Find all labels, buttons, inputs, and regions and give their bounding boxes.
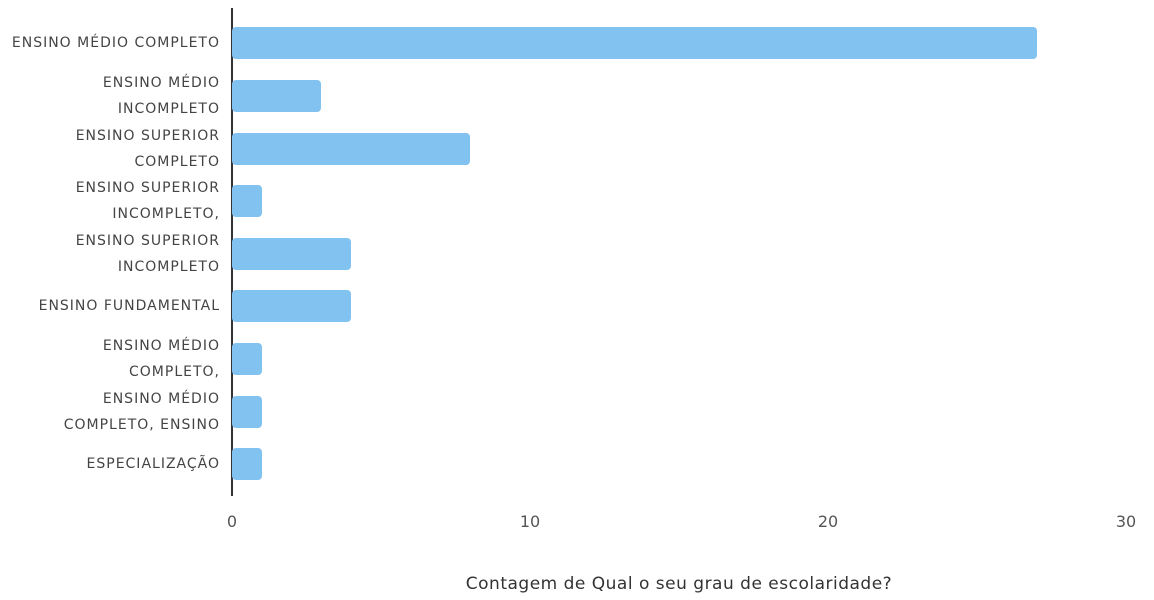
bar	[232, 342, 262, 375]
x-tick-label: 0	[226, 512, 238, 531]
bar	[232, 237, 352, 270]
y-tick-label: ENSINO SUPERIOR INCOMPLETO	[75, 232, 220, 275]
y-tick-label: ENSINO SUPERIOR COMPLETO	[75, 127, 220, 170]
y-tick-label: ENSINO SUPERIOR INCOMPLETO,	[75, 180, 220, 223]
bar	[232, 27, 1037, 60]
y-tick-label: ESPECIALIZAÇÃO	[86, 456, 220, 473]
x-tick-label: 20	[817, 512, 839, 531]
bar	[232, 132, 471, 165]
y-tick-label: ENSINO MÉDIO COMPLETO,	[102, 337, 220, 380]
bar	[232, 185, 262, 218]
y-tick-label: ENSINO MÉDIO COMPLETO	[11, 35, 220, 52]
x-tick-label: 10	[519, 512, 541, 531]
y-tick-label: ENSINO MÉDIO COMPLETO, ENSINO	[63, 390, 220, 433]
x-tick-label: 30	[1115, 512, 1137, 531]
bar	[232, 448, 262, 481]
y-tick-label: ENSINO MÉDIO INCOMPLETO	[102, 74, 220, 117]
bar	[232, 79, 322, 112]
bar	[232, 290, 352, 323]
bar	[232, 395, 262, 428]
x-axis-title: Contagem de Qual o seu grau de escolarid…	[465, 574, 893, 594]
y-tick-label: ENSINO FUNDAMENTAL	[38, 298, 220, 315]
